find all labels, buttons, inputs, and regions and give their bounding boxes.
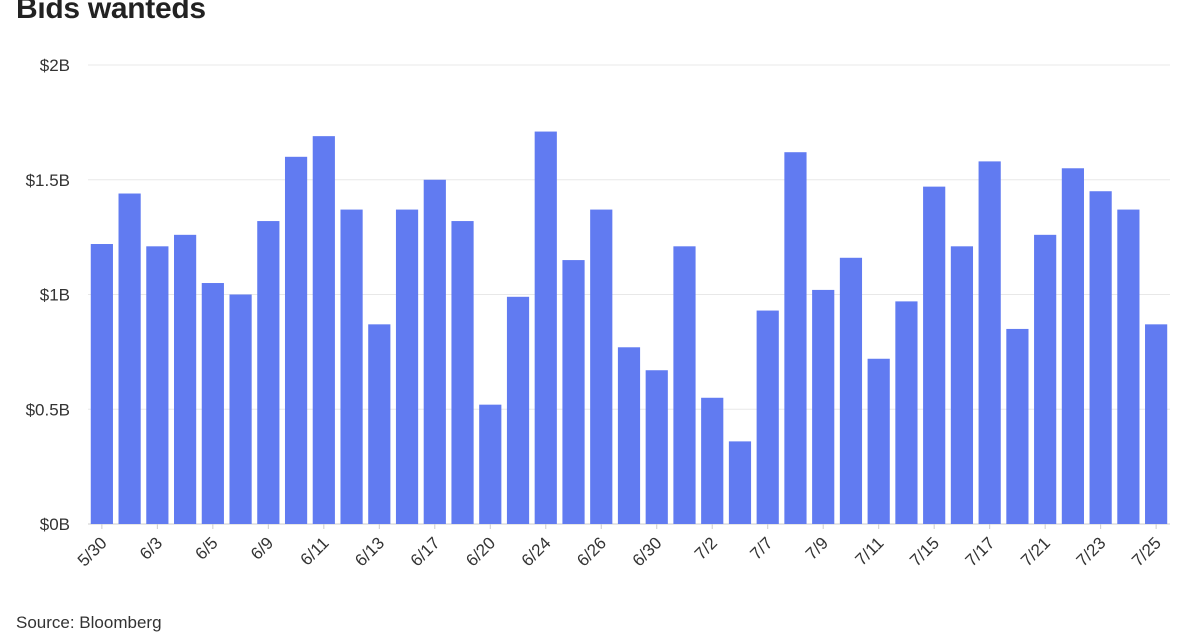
bar-6-11 xyxy=(312,136,335,524)
x-tick-label: 6/13 xyxy=(351,533,388,570)
y-tick-label: $1B xyxy=(40,286,70,305)
y-tick-label: $0.5B xyxy=(26,400,70,419)
bar-7-23 xyxy=(1089,191,1112,525)
bars xyxy=(90,131,1168,525)
x-tick-label: 7/7 xyxy=(746,533,776,563)
bar-6-5 xyxy=(201,283,224,524)
x-tick-label: 6/24 xyxy=(518,533,555,570)
bar-7-21 xyxy=(1034,234,1057,524)
x-tick-label: 6/17 xyxy=(407,533,444,570)
bar-6-10 xyxy=(284,156,308,525)
bar-6-3 xyxy=(146,246,169,524)
bar-6-9 xyxy=(257,221,280,524)
x-tick-label: 6/26 xyxy=(573,533,610,570)
y-tick-label: $0B xyxy=(40,515,70,534)
bar-6-20 xyxy=(479,404,502,524)
x-tick-label: 6/11 xyxy=(297,533,333,569)
x-tick-label: 7/25 xyxy=(1128,533,1165,570)
bar-6-12 xyxy=(340,209,363,524)
x-tick-label: 7/15 xyxy=(906,533,943,570)
chart-title: Bids wanteds xyxy=(16,0,206,25)
x-tick-label: 6/9 xyxy=(247,533,277,563)
bar-6-18 xyxy=(451,221,474,524)
x-tick-label: 6/5 xyxy=(192,533,222,563)
x-tick-label: 6/30 xyxy=(629,533,666,570)
source-note: Source: Bloomberg xyxy=(16,613,162,632)
x-tick-label: 7/11 xyxy=(852,533,888,569)
bar-6-4 xyxy=(174,234,197,524)
bar-5-30 xyxy=(90,244,113,524)
x-tick-label: 7/17 xyxy=(962,533,999,570)
x-axis-ticks: 5/30 6/3 6/5 6/9 6/11 6/13 6/17 6/20 6/24 6/26 6/3… xyxy=(74,524,1165,570)
bar-6-30 xyxy=(645,370,668,524)
bar-6-6 xyxy=(229,294,252,524)
bar-6-17 xyxy=(423,179,446,524)
bar-7-3 xyxy=(728,441,752,524)
bar-7-9 xyxy=(812,289,835,524)
bar-6-25 xyxy=(562,260,585,524)
bar-7-7 xyxy=(756,310,779,524)
bar-7-22 xyxy=(1061,168,1084,524)
bar-6-2 xyxy=(118,193,141,524)
bar-7-8 xyxy=(784,152,807,524)
x-tick-label: 7/9 xyxy=(802,533,832,563)
bar-7-24 xyxy=(1117,209,1140,524)
bar-6-27 xyxy=(617,347,641,524)
y-tick-label: $2B xyxy=(40,56,70,75)
x-tick-label: 6/3 xyxy=(136,533,166,563)
x-tick-label: 6/20 xyxy=(462,533,499,570)
bar-6-23 xyxy=(506,296,530,524)
bar-7-18 xyxy=(1006,328,1029,524)
bar-7-11 xyxy=(867,358,890,524)
bar-6-24 xyxy=(534,131,557,524)
bar-6-13 xyxy=(368,324,391,524)
bar-7-25 xyxy=(1145,324,1168,524)
y-tick-label: $1.5B xyxy=(26,171,70,190)
bar-7-16 xyxy=(950,246,974,524)
bar-7-17 xyxy=(978,161,1001,524)
y-axis-ticks: $0B $0.5B $1B $1.5B $2B xyxy=(26,56,70,534)
x-tick-label: 5/30 xyxy=(74,533,111,570)
bar-7-2 xyxy=(701,397,724,524)
x-tick-label: 7/23 xyxy=(1073,533,1110,570)
bar-6-26 xyxy=(590,209,613,524)
bar-7-1 xyxy=(673,246,696,524)
bar-7-14 xyxy=(895,301,918,524)
x-tick-label: 7/21 xyxy=(1017,533,1054,570)
x-tick-label: 7/2 xyxy=(691,533,721,563)
bar-7-10 xyxy=(839,257,863,524)
bar-6-16 xyxy=(395,209,419,524)
bar-7-15 xyxy=(923,186,946,524)
